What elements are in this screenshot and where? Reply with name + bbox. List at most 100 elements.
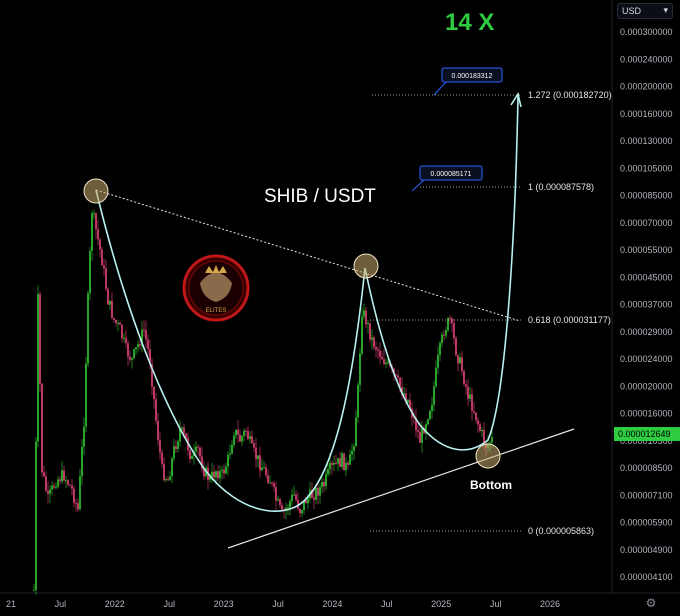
multiplier-label: 14 X xyxy=(445,9,494,36)
candle-body xyxy=(277,499,279,501)
chart-title: SHIB / USDT xyxy=(264,186,376,207)
candle-body xyxy=(455,337,457,356)
candle-body xyxy=(267,475,269,483)
candle-body xyxy=(365,310,367,325)
candle-body xyxy=(251,436,253,444)
candle-body xyxy=(355,417,357,447)
candle-body xyxy=(163,463,165,481)
candle-body xyxy=(89,251,91,294)
candle-body xyxy=(281,505,283,510)
price-tick-label: 0.000240000 xyxy=(620,54,673,64)
candle-body xyxy=(291,494,293,502)
candle-body xyxy=(459,357,461,364)
candle-body xyxy=(55,486,57,488)
candle-body xyxy=(491,437,493,443)
candle-body xyxy=(33,589,35,591)
price-tick-label: 0.000005900 xyxy=(620,518,673,528)
time-axis: 21 Jul 2022 Jul 2023 Jul 2024 Jul 2025 Jul 2026 xyxy=(6,599,560,609)
candle-body xyxy=(345,462,347,471)
candle-body xyxy=(425,424,427,434)
candle-body xyxy=(75,503,77,505)
price-tick-label: 0.000105000 xyxy=(620,163,673,173)
price-tick-label: 0.000130000 xyxy=(620,136,673,146)
candle-body xyxy=(161,452,163,464)
candle-body xyxy=(463,371,465,385)
currency-select[interactable]: USD ▾ xyxy=(617,3,673,19)
candle-body xyxy=(311,489,313,498)
candle-body xyxy=(81,446,83,477)
candle-body xyxy=(87,293,89,364)
price-tick-label: 0.000024000 xyxy=(620,354,673,364)
candle-body xyxy=(73,488,75,504)
candle-body xyxy=(123,337,125,339)
candle-body xyxy=(419,431,421,443)
candle-body xyxy=(171,458,173,477)
candle-body xyxy=(289,501,291,508)
candle-body xyxy=(317,487,319,496)
gear-icon[interactable]: ⚙ xyxy=(645,596,657,610)
candle-body xyxy=(227,454,229,467)
candle-body xyxy=(217,471,219,479)
candle-body xyxy=(69,484,71,486)
candle-body xyxy=(239,434,241,442)
candle-body xyxy=(67,480,69,485)
callout-mid-pointer xyxy=(411,179,425,192)
price-tick-label: 0.000045000 xyxy=(620,272,673,282)
candle-body xyxy=(469,394,471,399)
candle-body xyxy=(181,427,183,429)
candle-body xyxy=(149,348,151,365)
callout-box-mid xyxy=(419,165,483,181)
candle-body xyxy=(379,350,381,357)
candle-body xyxy=(79,476,81,510)
time-tick-label: Jul xyxy=(490,599,502,609)
candle-body xyxy=(165,479,167,481)
candle-body xyxy=(195,446,197,452)
candle-body xyxy=(155,399,157,421)
candle-body xyxy=(43,472,45,477)
candle-body xyxy=(421,427,423,443)
candle-body xyxy=(481,429,483,431)
candle-body xyxy=(61,470,63,482)
candle-body xyxy=(339,458,341,467)
candle-body xyxy=(431,404,433,411)
candle-body xyxy=(343,453,345,471)
candle-body xyxy=(405,393,407,403)
candle-body xyxy=(417,430,419,432)
candle-body xyxy=(53,485,55,488)
candle-body xyxy=(135,347,137,350)
candle-body xyxy=(115,319,117,324)
fib-label-0618: 0.618 (0.000031177) xyxy=(528,315,611,325)
candle-body xyxy=(159,440,161,453)
candle-body xyxy=(473,411,475,413)
candle-body xyxy=(157,420,159,441)
candle-body xyxy=(233,435,235,446)
candle-body xyxy=(301,510,303,514)
candle-body xyxy=(279,499,281,506)
time-tick-label: Jul xyxy=(381,599,393,609)
candle-body xyxy=(269,482,271,484)
time-tick-label: Jul xyxy=(163,599,175,609)
candle-body xyxy=(93,213,95,215)
candle-body xyxy=(63,470,65,481)
candle-body xyxy=(203,468,205,477)
candle-body xyxy=(347,462,349,465)
candle-body xyxy=(489,442,491,444)
candle-body xyxy=(287,507,289,509)
price-tick-label: 0.000004100 xyxy=(620,572,673,582)
candle-body xyxy=(433,386,435,405)
time-tick-label: 2024 xyxy=(322,599,342,609)
candle-body xyxy=(221,469,223,472)
candle-body xyxy=(471,394,473,412)
peak-2024-marker xyxy=(353,253,379,279)
price-tick-label: 0.000300000 xyxy=(620,27,673,37)
candle-body xyxy=(109,300,111,305)
support-trendline xyxy=(227,428,575,549)
candle-body xyxy=(329,463,331,470)
price-tick-label: 0.000020000 xyxy=(620,381,673,391)
candle-body xyxy=(385,362,387,365)
candle-body xyxy=(273,483,275,488)
candle-body xyxy=(215,471,217,478)
candle-body xyxy=(145,329,147,340)
price-tick-label: 0.000016000 xyxy=(620,409,673,419)
